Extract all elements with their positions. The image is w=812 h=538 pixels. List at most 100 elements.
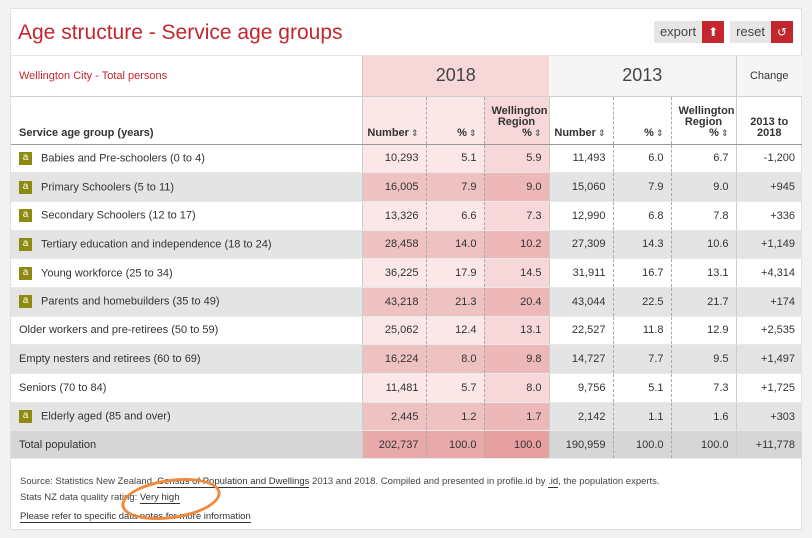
col-number-2013-label: Number xyxy=(554,126,596,139)
total-label: Total population xyxy=(11,430,363,460)
row-label-text: Primary Schoolers (5 to 11) xyxy=(41,180,175,193)
age-structure-panel: Age structure - Service age groups expor… xyxy=(10,8,802,530)
cell-change: +1,149 xyxy=(736,230,802,260)
census-link[interactable]: Census of Population and Dwellings xyxy=(157,476,310,488)
cell-percent-2013: 6.8 xyxy=(613,201,672,231)
row-label: Seniors (70 to 84) xyxy=(11,373,363,403)
source-line: Source: Statistics New Zealand, Census o… xyxy=(20,474,660,490)
row-label: a Elderly aged (85 and over) xyxy=(11,402,363,432)
cell-percent-2013: 22.5 xyxy=(613,287,672,317)
row-label: a Parents and homebuilders (35 to 49) xyxy=(11,287,363,317)
info-badge-icon[interactable]: a xyxy=(19,295,32,309)
cell-region-2018: 20.4 xyxy=(484,287,550,317)
cell-change: +4,314 xyxy=(736,258,802,288)
info-badge-icon[interactable]: a xyxy=(19,266,32,280)
total-r18: 100.0 xyxy=(484,430,550,460)
table-row: a Tertiary education and independence (18… xyxy=(11,230,802,260)
cell-number-2013: 43,044 xyxy=(549,287,614,317)
quality-link[interactable]: Very high xyxy=(139,492,180,504)
cell-number-2013: 12,990 xyxy=(549,201,614,231)
col-region-2013[interactable]: Wellington Region% ⇕ xyxy=(671,96,737,145)
export-label: export xyxy=(659,24,697,39)
col-percent-2013[interactable]: % ⇕ xyxy=(613,96,672,145)
cell-number-2013: 22,527 xyxy=(549,316,614,346)
cell-number-2018: 2,445 xyxy=(362,402,427,432)
table-row: a Elderly aged (85 and over) 2,445 1.2 1.7 2,… xyxy=(11,402,802,432)
cell-region-2018: 1.7 xyxy=(484,402,550,432)
cell-region-2018: 13.1 xyxy=(484,316,550,346)
row-label: a Secondary Schoolers (12 to 17) xyxy=(11,201,363,231)
cell-change: +1,497 xyxy=(736,344,802,374)
table-row: Older workers and pre-retirees (50 to 59… xyxy=(11,316,802,346)
col-region-2013-label: Wellington Region xyxy=(678,104,735,128)
source-prefix: Source: Statistics New Zealand, xyxy=(20,476,158,487)
notes-line: Please refer to specific data notes for … xyxy=(20,509,660,525)
cell-region-2018: 7.3 xyxy=(484,201,550,231)
cell-number-2013: 9,756 xyxy=(549,373,614,403)
col-region-2018[interactable]: Wellington Region% ⇕ xyxy=(484,96,550,145)
cell-number-2018: 13,326 xyxy=(362,201,427,231)
sort-icon: ⇕ xyxy=(533,127,542,138)
col-group-header: Service age group (years) xyxy=(11,96,363,145)
cell-percent-2013: 7.7 xyxy=(613,344,672,374)
page-title: Age structure - Service age groups xyxy=(18,21,343,44)
cell-percent-2013: 11.8 xyxy=(613,316,672,346)
cell-number-2018: 10,293 xyxy=(362,144,427,174)
cell-region-2013: 7.3 xyxy=(671,373,737,403)
col-percent-2018[interactable]: % ⇕ xyxy=(426,96,485,145)
area-label: Wellington City - Total persons xyxy=(11,56,363,97)
cell-number-2013: 27,309 xyxy=(549,230,614,260)
info-badge-icon[interactable]: a xyxy=(19,410,32,424)
col-percent-2018-label: % xyxy=(457,126,467,139)
info-badge-icon[interactable]: a xyxy=(19,237,32,251)
total-p13: 100.0 xyxy=(613,430,672,460)
reset-icon: ↺ xyxy=(771,21,793,43)
source-mid: 2013 and 2018. Compiled and presented in… xyxy=(309,476,549,487)
reset-button[interactable]: reset ↺ xyxy=(730,21,793,43)
table-row: Empty nesters and retirees (60 to 69) 16,… xyxy=(11,344,802,374)
cell-number-2013: 11,493 xyxy=(549,144,614,174)
table-row: a Secondary Schoolers (12 to 17) 13,326 6.6… xyxy=(11,201,802,231)
cell-region-2013: 6.7 xyxy=(671,144,737,174)
quality-line: Stats NZ data quality rating: Very high xyxy=(20,490,660,506)
export-icon: ⬆ xyxy=(702,21,725,43)
cell-number-2013: 15,060 xyxy=(549,172,614,202)
cell-region-2018: 5.9 xyxy=(484,144,550,174)
cell-region-2013: 10.6 xyxy=(671,230,737,260)
sort-icon: ⇕ xyxy=(410,127,419,138)
total-change: +11,778 xyxy=(736,430,802,460)
data-notes-link[interactable]: Please refer to specific data notes for … xyxy=(20,511,251,523)
cell-number-2018: 43,218 xyxy=(362,287,427,317)
cell-percent-2013: 1.1 xyxy=(613,402,672,432)
info-badge-icon[interactable]: a xyxy=(19,180,32,194)
info-badge-icon[interactable]: a xyxy=(19,209,32,223)
col-number-2018[interactable]: Number ⇕ xyxy=(362,96,427,145)
row-label: Older workers and pre-retirees (50 to 59… xyxy=(11,316,363,346)
toolbar: export ⬆ reset ↺ xyxy=(653,21,793,43)
cell-number-2018: 28,458 xyxy=(362,230,427,260)
cell-number-2018: 25,062 xyxy=(362,316,427,346)
col-percent-2013-label: % xyxy=(644,126,654,139)
cell-percent-2018: 7.9 xyxy=(426,172,485,202)
change-header: Change xyxy=(736,56,802,97)
col-region-2013-pct: % xyxy=(709,126,719,139)
table-row: a Parents and homebuilders (35 to 49) 43,2… xyxy=(11,287,802,317)
id-link[interactable]: .id xyxy=(548,476,559,488)
cell-percent-2018: 21.3 xyxy=(426,287,485,317)
cell-region-2018: 10.2 xyxy=(484,230,550,260)
cell-change: -1,200 xyxy=(736,144,802,174)
cell-change: +945 xyxy=(736,172,802,202)
table-row: a Babies and Pre-schoolers (0 to 4) 10,293… xyxy=(11,144,802,174)
col-number-2018-label: Number xyxy=(367,126,409,139)
cell-percent-2013: 14.3 xyxy=(613,230,672,260)
row-label-text: Babies and Pre-schoolers (0 to 4) xyxy=(41,152,205,165)
row-label-text: Empty nesters and retirees (60 to 69) xyxy=(19,353,201,366)
cell-change: +303 xyxy=(736,402,802,432)
col-region-2018-label: Wellington Region xyxy=(491,104,548,128)
info-badge-icon[interactable]: a xyxy=(19,151,32,165)
sort-icon: ⇕ xyxy=(655,127,664,138)
row-label: Empty nesters and retirees (60 to 69) xyxy=(11,344,363,374)
cell-percent-2018: 12.4 xyxy=(426,316,485,346)
col-number-2013[interactable]: Number ⇕ xyxy=(549,96,614,145)
export-button[interactable]: export ⬆ xyxy=(653,21,725,43)
